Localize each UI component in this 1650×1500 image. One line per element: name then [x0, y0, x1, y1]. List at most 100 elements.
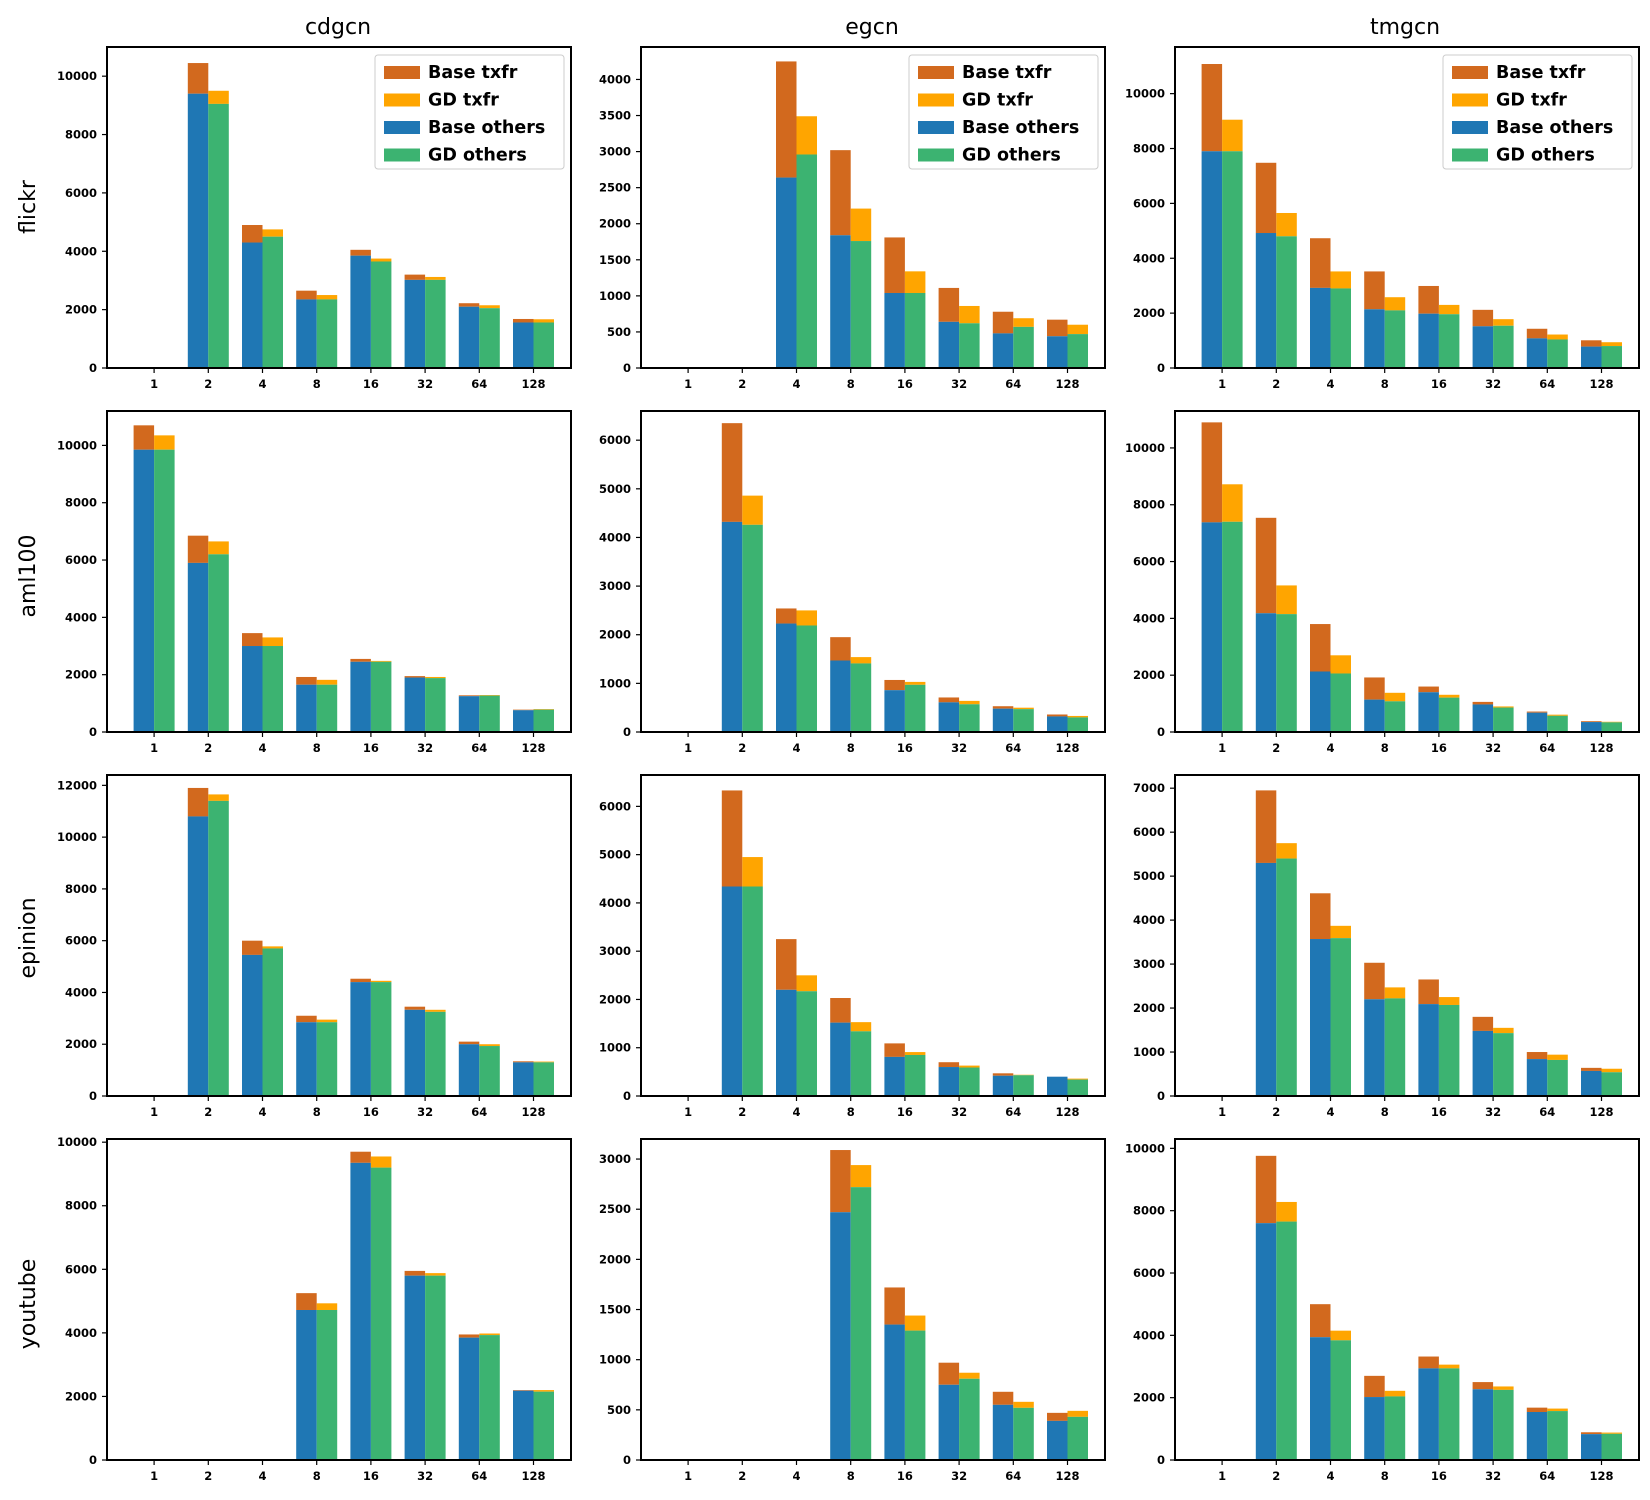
y-tick-label: 500: [607, 325, 631, 339]
bar-gd-others: [208, 800, 229, 1096]
bar-gd-others: [904, 292, 926, 368]
bar-base-others: [242, 954, 263, 1096]
bar-base-txfr: [513, 318, 534, 323]
bar-base-txfr: [513, 1061, 534, 1063]
row-label-epinion: epinion: [16, 897, 41, 978]
bar-base-others: [1581, 722, 1602, 732]
bar-gd-others: [533, 1391, 554, 1460]
y-tick-label: 2000: [599, 992, 631, 1006]
x-tick-label: 8: [313, 377, 321, 391]
bar-base-others: [1472, 704, 1494, 732]
x-tick-label: 8: [313, 1469, 321, 1483]
bar-gd-others: [1330, 288, 1351, 368]
bar-gd-txfr: [959, 305, 980, 324]
bar-gd-txfr: [850, 1165, 872, 1188]
x-tick-label: 1: [150, 1105, 158, 1119]
bar-base-txfr: [721, 423, 743, 522]
bar-gd-txfr: [1276, 1201, 1297, 1222]
bar-base-others: [1047, 1420, 1068, 1460]
x-tick-label: 128: [1055, 1105, 1079, 1119]
bar-gd-others: [1330, 938, 1351, 1096]
bar-gd-others: [1276, 1221, 1297, 1460]
bar-gd-others: [796, 154, 817, 368]
bar-base-txfr: [1310, 238, 1331, 288]
bar-base-txfr: [404, 1006, 426, 1010]
legend-label-gd-others: GD others: [962, 146, 1061, 166]
x-tick-label: 1: [1218, 377, 1226, 391]
bar-base-others: [1581, 346, 1602, 368]
column-title-egcn: egcn: [845, 15, 899, 40]
panel-flickr-cdgcn: 1 2 4 8 16 32 64 128 0 2000 4000 6000 8000 10000 Base …: [57, 46, 572, 391]
plot-frame: [1174, 410, 1640, 733]
bar-base-txfr: [938, 287, 960, 322]
y-tick-label: 4000: [599, 530, 631, 544]
bar-base-txfr: [350, 658, 371, 662]
bar-base-others: [1310, 287, 1331, 368]
plot-frame: [106, 774, 572, 1097]
x-tick-label: 8: [847, 1105, 855, 1119]
x-tick-label: 2: [1272, 1105, 1280, 1119]
legend-label-gd-txfr: GD txfr: [1496, 91, 1567, 111]
bar-gd-txfr: [425, 1009, 446, 1012]
bar-gd-others: [1493, 1389, 1514, 1460]
y-tick-label: 10000: [57, 69, 97, 83]
bar-gd-others: [1330, 673, 1351, 732]
y-tick-label: 0: [1157, 1453, 1165, 1467]
legend-label-base-txfr: Base txfr: [962, 63, 1052, 83]
bar-base-others: [1526, 1412, 1548, 1460]
panel-epinion-egcn: 1 2 4 8 16 32 64 128 0 1000 2000 3000 4000 5000 6000: [599, 774, 1106, 1119]
bar-base-others: [776, 623, 797, 732]
bar-gd-others: [1222, 521, 1243, 732]
bar-gd-others: [533, 709, 554, 732]
bar-gd-others: [370, 661, 392, 732]
bar-gd-others: [1438, 1004, 1460, 1096]
x-tick-label: 1: [1218, 741, 1226, 755]
bar-gd-others: [742, 886, 763, 1096]
x-tick-label: 16: [897, 741, 913, 755]
y-tick-label: 6000: [599, 799, 631, 813]
x-tick-label: 128: [1589, 1469, 1613, 1483]
bar-base-txfr: [458, 1041, 480, 1045]
bar-gd-others: [316, 1022, 338, 1096]
bar-base-txfr: [187, 63, 209, 94]
y-tick-label: 3000: [599, 145, 631, 159]
y-tick-label: 6000: [1133, 196, 1165, 210]
bar-base-txfr: [776, 939, 797, 990]
x-tick-label: 2: [738, 1469, 746, 1483]
x-tick-label: 8: [847, 1469, 855, 1483]
bar-base-others: [938, 1384, 960, 1460]
bar-base-others: [296, 299, 317, 368]
bar-base-txfr: [1310, 1304, 1331, 1338]
bar-base-txfr: [1364, 677, 1385, 700]
bar-base-txfr: [776, 61, 797, 178]
y-tick-label: 10000: [57, 1135, 97, 1149]
y-tick-label: 2000: [65, 1389, 97, 1403]
x-tick-label: 64: [1539, 741, 1555, 755]
bar-base-txfr: [1201, 64, 1223, 152]
x-tick-label: 8: [313, 1105, 321, 1119]
y-tick-label: 4000: [1133, 913, 1165, 927]
legend-swatch-gd-others: [384, 148, 420, 162]
bar-gd-txfr: [850, 208, 872, 242]
x-tick-label: 4: [1326, 1105, 1334, 1119]
bar-gd-others: [904, 1054, 926, 1096]
x-tick-label: 64: [1005, 1105, 1021, 1119]
y-tick-label: 2000: [599, 628, 631, 642]
y-tick-label: 0: [1157, 725, 1165, 739]
bar-gd-others: [1493, 325, 1514, 368]
column-title-tmgcn: tmgcn: [1370, 15, 1440, 40]
y-tick-label: 2000: [65, 1037, 97, 1051]
bar-base-txfr: [830, 998, 851, 1023]
bar-gd-txfr: [1547, 1408, 1568, 1412]
bar-base-others: [513, 1390, 534, 1460]
bar-base-others: [1364, 999, 1385, 1096]
bar-gd-others: [479, 695, 500, 732]
bar-gd-txfr: [533, 1061, 554, 1063]
bar-base-others: [1472, 326, 1494, 368]
y-tick-label: 5000: [1133, 869, 1165, 883]
bar-base-txfr: [1581, 340, 1602, 347]
bar-gd-txfr: [533, 1390, 554, 1392]
bar-gd-txfr: [1493, 1386, 1514, 1390]
bar-gd-txfr: [904, 681, 926, 685]
plot-frame: [1174, 1138, 1640, 1461]
